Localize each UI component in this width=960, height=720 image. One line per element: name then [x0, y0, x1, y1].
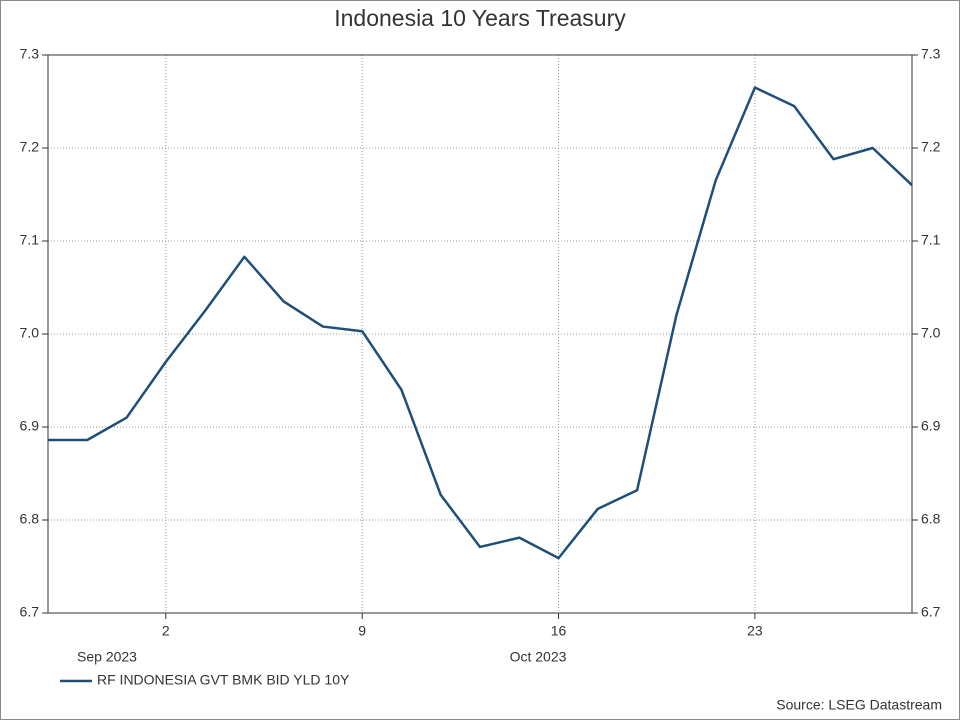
y2-tick-label: 7.2	[921, 139, 941, 155]
month-label: Oct 2023	[510, 649, 567, 665]
y-tick-label: 7.0	[20, 325, 40, 341]
y-tick-label: 7.1	[20, 232, 40, 248]
x-tick-label: 23	[747, 623, 763, 639]
y2-tick-label: 6.7	[921, 604, 941, 620]
y-tick-label: 7.3	[20, 46, 40, 62]
series-line	[48, 86, 913, 560]
y-tick-label: 7.2	[20, 139, 40, 155]
y2-tick-label: 7.1	[921, 232, 941, 248]
y2-tick-label: 7.3	[921, 46, 941, 62]
source-note: Source: LSEG Datastream	[776, 697, 942, 713]
y-tick-label: 6.9	[20, 418, 40, 434]
legend-label: RF INDONESIA GVT BMK BID YLD 10Y	[97, 672, 350, 688]
plot-border	[47, 54, 913, 614]
x-tick-label: 16	[551, 623, 567, 639]
x-tick-label: 9	[358, 623, 366, 639]
y2-tick-label: 6.8	[921, 511, 941, 527]
y2-tick-label: 6.9	[921, 418, 941, 434]
y-tick-label: 6.7	[20, 604, 40, 620]
x-tick-label: 2	[162, 623, 170, 639]
month-label: Sep 2023	[77, 649, 137, 665]
chart-title: Indonesia 10 Years Treasury	[334, 5, 626, 31]
y-tick-label: 6.8	[20, 511, 40, 527]
y2-tick-label: 7.0	[921, 325, 941, 341]
